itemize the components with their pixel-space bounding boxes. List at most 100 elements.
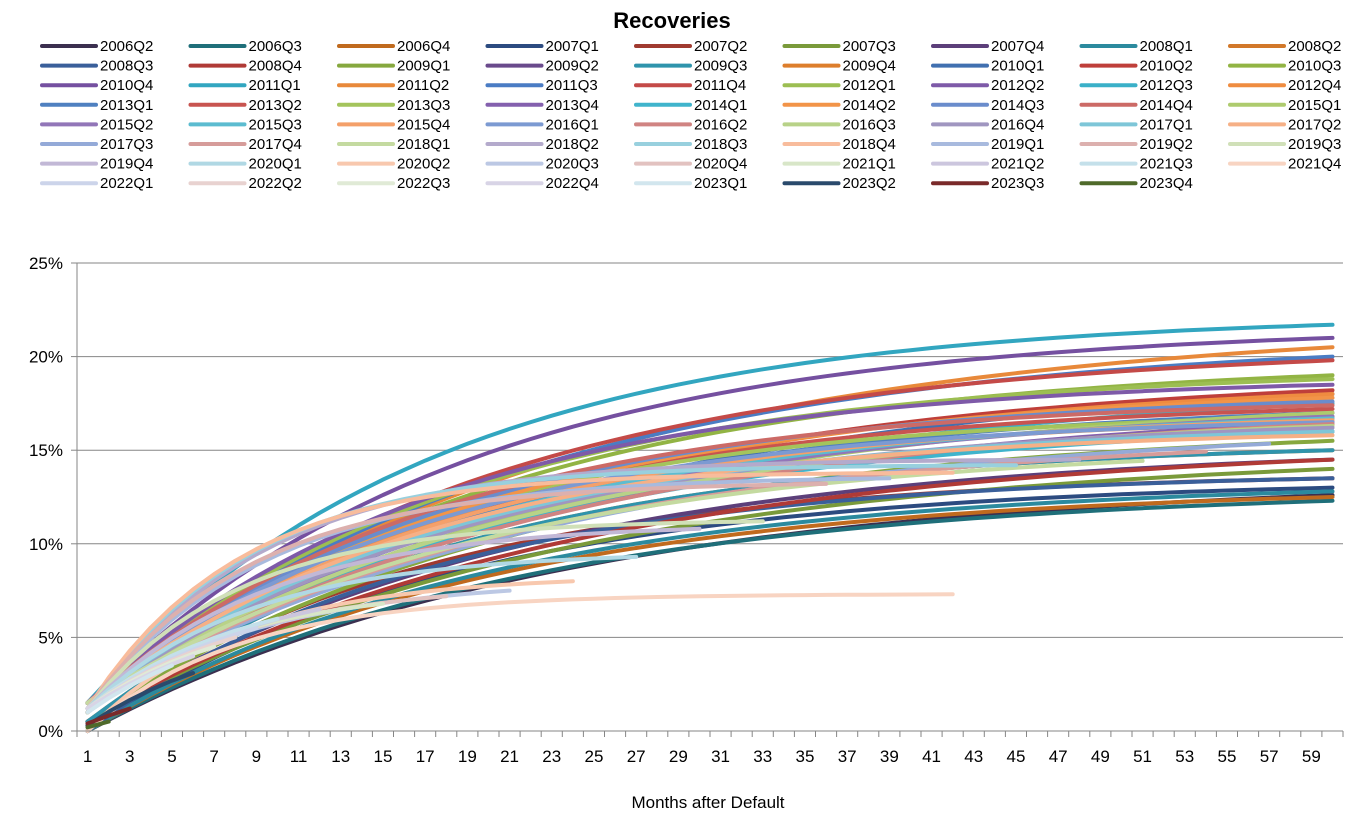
legend-entry: 2007Q3 — [843, 38, 896, 55]
x-tick-label: 15 — [373, 747, 392, 766]
legend-entry: 2010Q1 — [991, 58, 1044, 75]
legend-entry: 2009Q4 — [843, 58, 896, 75]
x-tick-label: 27 — [627, 747, 646, 766]
x-tick-label: 55 — [1217, 747, 1236, 766]
y-tick-label: 0% — [38, 722, 63, 741]
legend-entry: 2009Q1 — [397, 58, 450, 75]
legend-entry: 2009Q2 — [546, 58, 599, 75]
x-tick-label: 51 — [1133, 747, 1152, 766]
series-line-2011Q1 — [85, 322, 1335, 705]
series-line-2023Q1 — [85, 663, 174, 715]
x-axis-label: Months after Default — [631, 793, 784, 812]
legend-entry: 2011Q2 — [397, 77, 449, 94]
y-tick-label: 5% — [38, 628, 63, 647]
legend-entry: 2011Q1 — [249, 77, 301, 94]
x-tick-label: 49 — [1091, 747, 1110, 766]
series-line-2018Q2 — [85, 457, 1082, 711]
legend-entry: 2013Q1 — [100, 97, 153, 114]
legend-entry: 2013Q3 — [397, 97, 450, 114]
y-tick-label: 20% — [29, 348, 63, 367]
legend-entry: 2010Q3 — [1288, 58, 1341, 75]
legend-entry: 2009Q3 — [694, 58, 747, 75]
series-line-2012Q2 — [85, 382, 1335, 705]
legend-entry: 2012Q4 — [1288, 77, 1341, 94]
series-line-2019Q4 — [85, 526, 702, 711]
legend-entry: 2019Q2 — [1140, 136, 1193, 153]
x-tick-label: 9 — [252, 747, 261, 766]
legend: 2006Q2 2006Q3 2006Q4 2007Q1 2007Q2 2007Q3 2007… — [40, 38, 1341, 192]
series-line-2023Q4 — [85, 719, 111, 730]
series-line-2023Q3 — [85, 706, 132, 726]
series-line-2021Q4 — [85, 592, 955, 733]
legend-entry: 2016Q4 — [991, 116, 1044, 133]
legend-entry: 2021Q2 — [991, 156, 1044, 173]
legend-entry: 2014Q2 — [843, 97, 896, 114]
series-layer — [85, 322, 1335, 733]
x-tick-label: 5 — [167, 747, 176, 766]
x-tick-label: 19 — [458, 747, 477, 766]
series-line-2014Q2 — [85, 395, 1335, 705]
x-tick-label: 45 — [1006, 747, 1025, 766]
legend-entry: 2008Q1 — [1140, 38, 1193, 55]
legend-entry: 2014Q4 — [1140, 97, 1193, 114]
x-tick-label: 47 — [1049, 747, 1068, 766]
legend-entry: 2023Q2 — [843, 175, 896, 192]
series-line-2008Q4 — [85, 457, 1335, 724]
legend-entry: 2017Q4 — [249, 136, 302, 153]
y-tick-label: 10% — [29, 535, 63, 554]
series-line-2006Q3 — [85, 498, 1335, 733]
x-tick-label: 13 — [331, 747, 350, 766]
x-tick-label: 53 — [1175, 747, 1194, 766]
legend-entry: 2008Q4 — [249, 58, 302, 75]
x-tick-label: 11 — [290, 747, 308, 766]
legend-entry: 2007Q4 — [991, 38, 1044, 55]
x-tick-label: 17 — [416, 747, 435, 766]
legend-entry: 2016Q3 — [843, 116, 896, 133]
legend-entry: 2012Q2 — [991, 77, 1044, 94]
series-line-2016Q1 — [85, 420, 1335, 705]
legend-entry: 2014Q1 — [694, 97, 747, 114]
legend-entry: 2008Q3 — [100, 58, 153, 75]
legend-entry: 2006Q2 — [100, 38, 153, 55]
legend-entry: 2013Q4 — [546, 97, 599, 114]
series-line-2010Q4 — [85, 335, 1335, 705]
legend-entry: 2022Q2 — [249, 175, 302, 192]
x-tick-label: 35 — [795, 747, 814, 766]
legend-entry: 2016Q2 — [694, 116, 747, 133]
x-tick-label: 1 — [83, 747, 92, 766]
x-axis-ticks: 1 3 5 7 9 11 13 15 17 19 21 23 25 27 29 31 33 35 37 39 41 43 4… — [76, 731, 1344, 766]
legend-entry: 2021Q3 — [1140, 156, 1193, 173]
legend-entry: 2019Q1 — [991, 136, 1044, 153]
legend-entry: 2011Q3 — [546, 77, 598, 94]
legend-entry: 2017Q3 — [100, 136, 153, 153]
series-line-2020Q1 — [85, 554, 639, 711]
legend-entry: 2012Q3 — [1140, 77, 1193, 94]
x-tick-label: 29 — [669, 747, 688, 766]
chart-title: Recoveries — [613, 8, 730, 33]
legend-entry: 2023Q1 — [694, 175, 747, 192]
legend-entry: 2006Q3 — [249, 38, 302, 55]
legend-entry: 2017Q1 — [1140, 116, 1193, 133]
legend-entry: 2018Q1 — [397, 136, 450, 153]
legend-entry: 2020Q2 — [397, 156, 450, 173]
series-line-2018Q4 — [85, 470, 955, 711]
legend-entry: 2013Q2 — [249, 97, 302, 114]
series-line-2018Q1 — [85, 458, 1145, 705]
legend-entry: 2022Q3 — [397, 175, 450, 192]
legend-entry: 2017Q2 — [1288, 116, 1341, 133]
x-tick-label: 23 — [542, 747, 561, 766]
x-tick-label: 31 — [711, 747, 730, 766]
legend-entry: 2021Q4 — [1288, 156, 1341, 173]
legend-entry: 2007Q1 — [546, 38, 599, 55]
legend-entry: 2016Q1 — [546, 116, 599, 133]
x-tick-label: 43 — [964, 747, 983, 766]
series-line-2019Q2 — [85, 481, 829, 711]
series-line-2023Q2 — [85, 671, 196, 728]
x-tick-label: 3 — [125, 747, 134, 766]
x-tick-label: 21 — [500, 747, 519, 766]
legend-entry: 2015Q4 — [397, 116, 450, 133]
x-tick-label: 33 — [753, 747, 772, 766]
legend-entry: 2020Q3 — [546, 156, 599, 173]
